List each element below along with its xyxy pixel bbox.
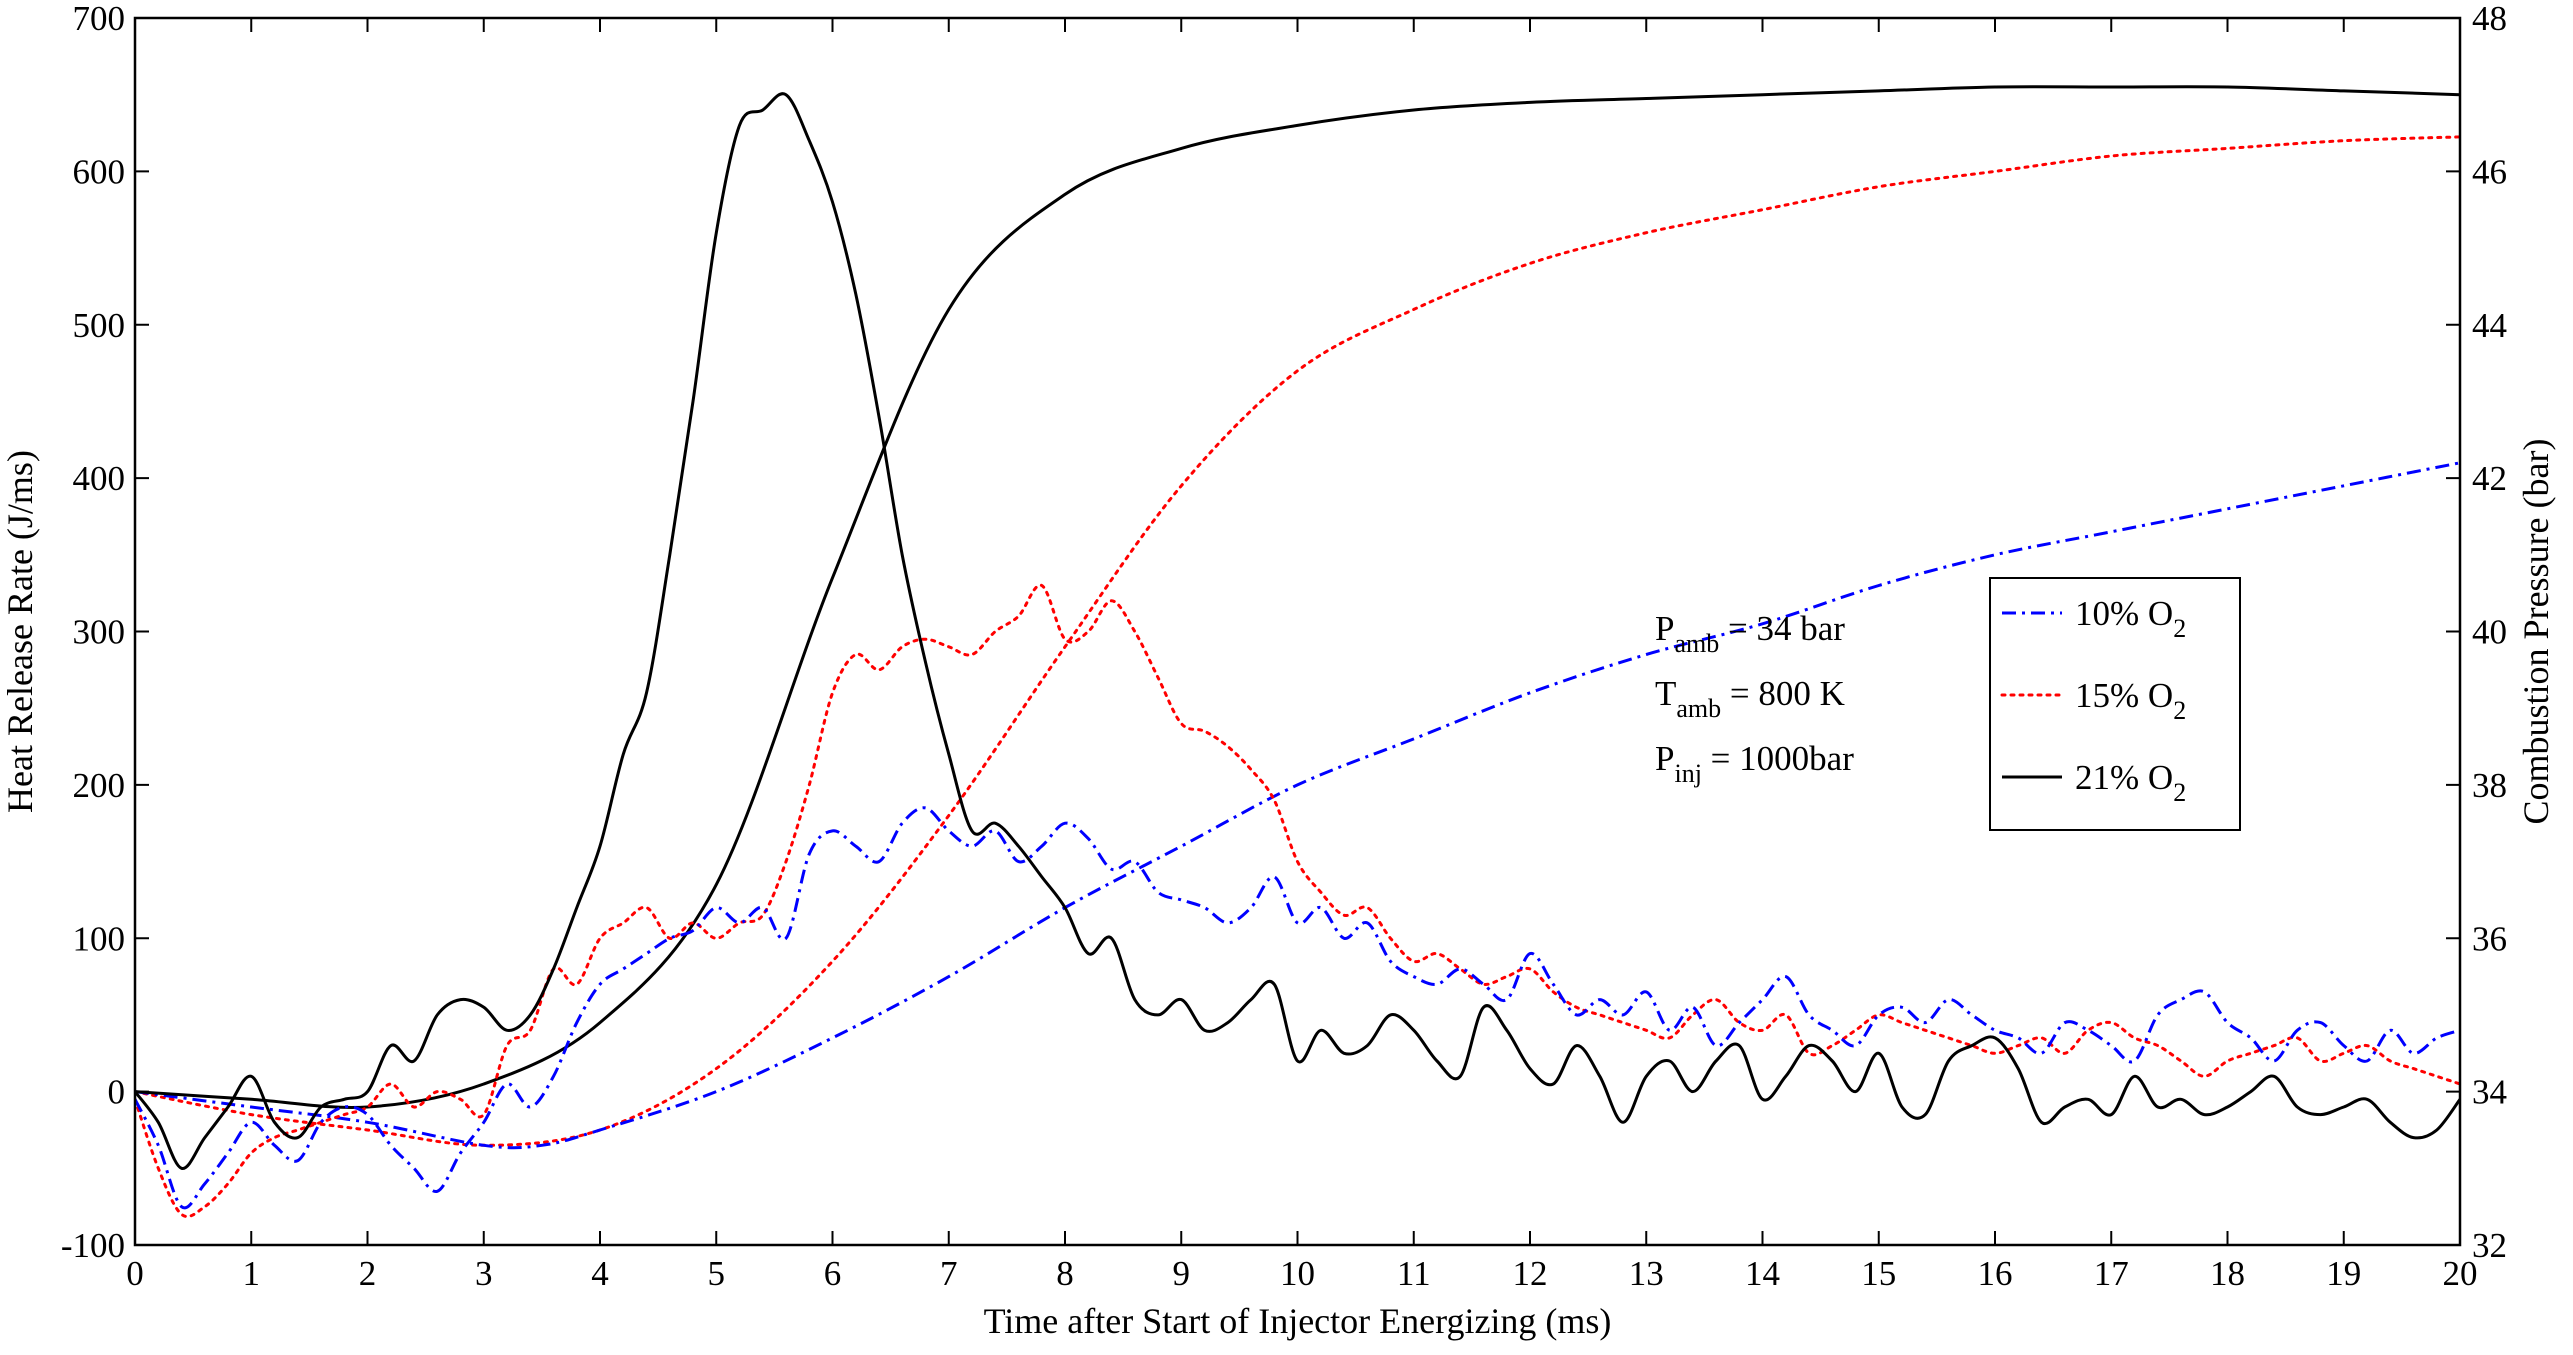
y2-tick-label: 36 xyxy=(2472,919,2507,958)
x-tick-label: 3 xyxy=(475,1254,493,1293)
x-tick-label: 16 xyxy=(1978,1254,2013,1293)
hrr-line-15pct xyxy=(135,583,2460,1219)
y-tick-label: 500 xyxy=(73,306,126,345)
x-tick-label: 0 xyxy=(126,1254,144,1293)
legend-entry: 15% O2 xyxy=(2075,676,2186,725)
y-tick-label: 700 xyxy=(73,0,126,38)
x-tick-label: 9 xyxy=(1173,1254,1191,1293)
x-tick-label: 8 xyxy=(1056,1254,1074,1293)
y-tick-label: 100 xyxy=(73,919,126,958)
y-axis-label: Heat Release Rate (J/ms) xyxy=(0,450,40,813)
legend-entry: 21% O2 xyxy=(2075,758,2186,807)
y2-axis-label: Combustion Pressure (bar) xyxy=(2516,439,2556,825)
x-tick-label: 1 xyxy=(243,1254,261,1293)
y2-tick-label: 32 xyxy=(2472,1226,2507,1265)
y2-tick-label: 46 xyxy=(2472,152,2507,191)
x-axis-label: Time after Start of Injector Energizing … xyxy=(984,1301,1612,1341)
legend: 10% O2 15% O2 21% O2 xyxy=(1989,577,2241,831)
hrr-line-21pct xyxy=(135,92,2460,1170)
x-tick-label: 12 xyxy=(1513,1254,1548,1293)
y-tick-label: 200 xyxy=(73,766,126,805)
x-tick-label: 15 xyxy=(1861,1254,1896,1293)
y-tick-label: 0 xyxy=(108,1073,126,1112)
y-tick-label: 400 xyxy=(73,459,126,498)
legend-box xyxy=(1989,577,2241,831)
series-layer xyxy=(135,85,2460,1219)
pressure-line-21pct xyxy=(135,85,2460,1109)
x-tick-label: 4 xyxy=(591,1254,609,1293)
y-tick-label: 600 xyxy=(73,152,126,191)
annotation-line: Pinj = 1000bar xyxy=(1655,739,1854,788)
x-tick-label: 14 xyxy=(1745,1254,1780,1293)
x-tick-label: 17 xyxy=(2094,1254,2129,1293)
legend-entry: 10% O2 xyxy=(2075,594,2186,643)
hrr-line-10pct xyxy=(135,806,2460,1210)
x-tick-label: 5 xyxy=(708,1254,726,1293)
y2-tick-label: 34 xyxy=(2472,1073,2507,1112)
y2-tick-label: 44 xyxy=(2472,306,2507,345)
annotation-line: Pamb = 34 bar xyxy=(1655,609,1845,658)
y2-tick-label: 38 xyxy=(2472,766,2507,805)
x-tick-label: 18 xyxy=(2210,1254,2245,1293)
x-tick-label: 7 xyxy=(940,1254,958,1293)
y2-tick-label: 42 xyxy=(2472,459,2507,498)
conditions-annotation: Pamb = 34 bar Tamb = 800 K Pinj = 1000bar xyxy=(1655,609,1854,788)
y2-tick-label: 40 xyxy=(2472,613,2507,652)
pressure-line-15pct xyxy=(135,135,2460,1147)
y2-tick-label: 48 xyxy=(2472,0,2507,38)
x-tick-label: 6 xyxy=(824,1254,842,1293)
y-tick-label: -100 xyxy=(61,1226,125,1265)
pressure-line-10pct xyxy=(135,461,2460,1150)
ticks-layer: 0 1 2 3 4 5 6 7 8 9 10 11 12 13 14 15 16 17 18 19 20-1000100… xyxy=(61,0,2507,1293)
x-tick-label: 20 xyxy=(2443,1254,2478,1293)
x-tick-label: 2 xyxy=(359,1254,377,1293)
x-tick-label: 10 xyxy=(1280,1254,1315,1293)
annotation-line: Tamb = 800 K xyxy=(1655,674,1845,723)
x-tick-label: 19 xyxy=(2326,1254,2361,1293)
y-tick-label: 300 xyxy=(73,613,126,652)
x-tick-label: 11 xyxy=(1397,1254,1431,1293)
x-tick-label: 13 xyxy=(1629,1254,1664,1293)
